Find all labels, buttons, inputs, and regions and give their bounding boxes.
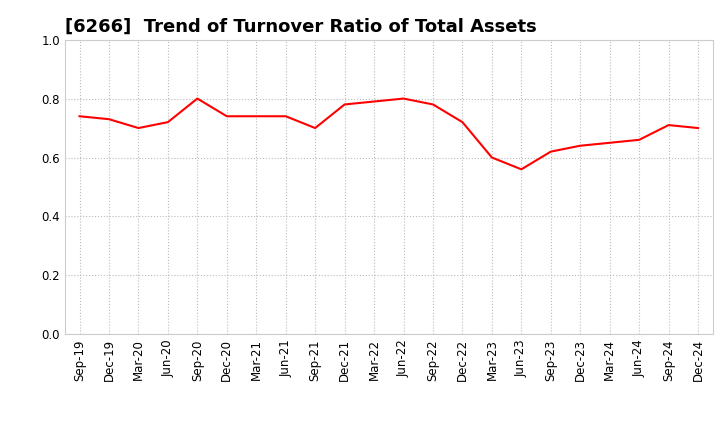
Text: [6266]  Trend of Turnover Ratio of Total Assets: [6266] Trend of Turnover Ratio of Total … — [65, 17, 536, 35]
